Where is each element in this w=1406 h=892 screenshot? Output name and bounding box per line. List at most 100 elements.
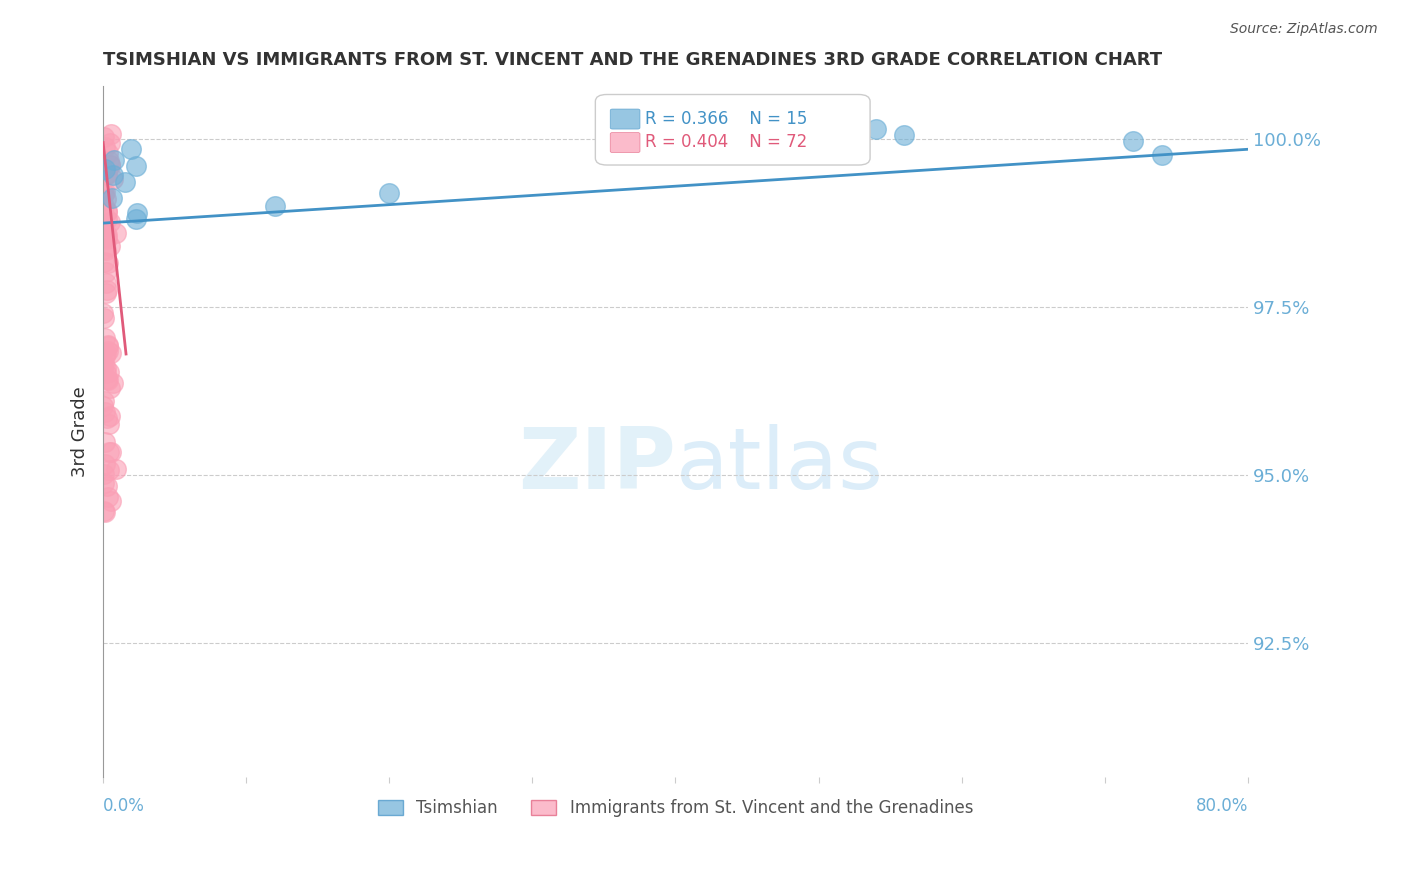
Point [93, 357, 115, 371]
Point [94, 192, 117, 206]
Point [97, 339, 120, 353]
Point [94, 405, 117, 419]
Point [96, 228, 118, 243]
Point [91, 306, 114, 320]
Point [101, 376, 124, 391]
Point [100, 346, 122, 360]
Y-axis label: 3rd Grade: 3rd Grade [72, 386, 89, 476]
Point [96, 230, 118, 244]
Point [93, 505, 115, 519]
Point [114, 175, 136, 189]
Point [125, 160, 148, 174]
Point [94, 264, 117, 278]
Point [97, 417, 120, 432]
Point [98, 136, 121, 150]
Point [1122, 134, 1144, 148]
Point [94, 243, 117, 257]
Point [96, 204, 118, 219]
Point [93, 504, 115, 518]
Point [97, 444, 120, 458]
Text: R = 0.404    N = 72: R = 0.404 N = 72 [644, 133, 807, 152]
Text: Source: ZipAtlas.com: Source: ZipAtlas.com [1230, 22, 1378, 37]
Point [93, 242, 115, 256]
Point [1150, 147, 1173, 161]
Point [378, 186, 401, 200]
Point [96, 276, 118, 290]
Point [96, 232, 118, 246]
Point [263, 199, 285, 213]
Point [97, 344, 120, 359]
Point [94, 285, 117, 300]
Point [96, 345, 118, 359]
Point [865, 121, 887, 136]
Point [98, 158, 121, 172]
Point [96, 478, 118, 492]
Point [91, 400, 114, 414]
Point [96, 167, 118, 181]
Text: 0.0%: 0.0% [103, 797, 145, 815]
Point [93, 199, 115, 213]
Point [96, 283, 118, 297]
Point [93, 311, 115, 326]
Point [94, 349, 117, 363]
FancyBboxPatch shape [595, 95, 870, 165]
Point [93, 129, 115, 144]
Text: 80.0%: 80.0% [1195, 797, 1249, 815]
Point [96, 212, 118, 227]
Point [91, 361, 114, 376]
Point [100, 444, 122, 458]
Point [100, 191, 122, 205]
Point [94, 185, 117, 199]
Point [94, 331, 117, 345]
Point [98, 215, 121, 229]
Point [93, 185, 115, 199]
Text: ZIP: ZIP [517, 425, 675, 508]
Legend: Tsimshian, Immigrants from St. Vincent and the Grenadines: Tsimshian, Immigrants from St. Vincent a… [371, 792, 980, 824]
Point [93, 393, 115, 408]
Text: TSIMSHIAN VS IMMIGRANTS FROM ST. VINCENT AND THE GRENADINES 3RD GRADE CORRELATIO: TSIMSHIAN VS IMMIGRANTS FROM ST. VINCENT… [103, 51, 1163, 69]
Point [94, 140, 117, 154]
Point [94, 366, 117, 380]
Point [93, 435, 115, 450]
Point [104, 461, 127, 475]
FancyBboxPatch shape [610, 133, 640, 153]
Point [124, 212, 146, 227]
Point [96, 167, 118, 181]
Point [98, 154, 121, 169]
Text: atlas: atlas [675, 425, 883, 508]
Point [97, 256, 120, 270]
Point [101, 172, 124, 186]
Point [97, 338, 120, 352]
Point [97, 372, 120, 386]
Point [125, 206, 148, 220]
FancyBboxPatch shape [610, 109, 640, 129]
Point [96, 372, 118, 386]
Point [94, 227, 117, 241]
Point [94, 360, 117, 375]
Point [96, 205, 118, 219]
Point [120, 142, 142, 156]
Point [98, 158, 121, 172]
Point [103, 153, 125, 167]
Point [93, 219, 115, 233]
Point [98, 409, 121, 424]
Point [101, 168, 124, 182]
Text: R = 0.366    N = 15: R = 0.366 N = 15 [644, 110, 807, 128]
Point [94, 162, 117, 177]
Point [93, 187, 115, 202]
Point [100, 494, 122, 508]
Point [96, 411, 118, 425]
Point [100, 239, 122, 253]
Point [104, 226, 127, 240]
Point [98, 463, 121, 477]
Point [98, 365, 121, 379]
Point [97, 490, 120, 504]
Point [93, 475, 115, 490]
Point [893, 128, 915, 143]
Point [97, 146, 120, 161]
Point [94, 458, 117, 472]
Point [93, 467, 115, 481]
Point [100, 127, 122, 141]
Point [98, 381, 121, 395]
Point [93, 254, 115, 268]
